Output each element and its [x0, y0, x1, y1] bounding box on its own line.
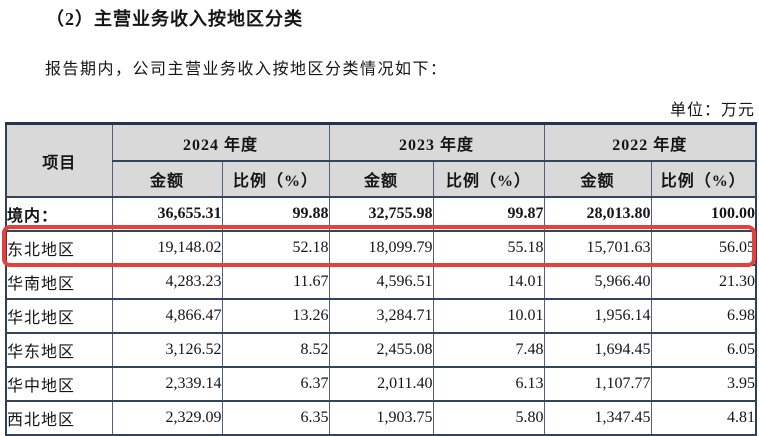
row-label: 东北地区	[5, 230, 113, 266]
row-label: 华南地区	[5, 264, 113, 300]
cell-ratio-2022: 100.00	[650, 196, 757, 232]
row-label: 华东地区	[5, 332, 113, 368]
col-header-amount-2023: 金额	[328, 160, 434, 198]
cell-amount-2024: 3,126.52	[111, 332, 223, 368]
cell-ratio-2023: 7.48	[432, 332, 545, 368]
cell-amount-2023: 1,903.75	[328, 400, 434, 436]
row-label: 华北地区	[5, 298, 113, 334]
cell-ratio-2024: 11.67	[221, 264, 330, 300]
col-header-year-2023: 2023 年度	[328, 122, 545, 162]
table-row-north-china: 华北地区 4,866.47 13.26 3,284.71 10.01 1,956…	[5, 298, 757, 334]
cell-amount-2024: 19,148.02	[111, 230, 223, 266]
unit-label: 单位：万元	[669, 102, 755, 119]
cell-amount-2022: 5,966.40	[543, 264, 652, 300]
table-row-domestic: 境内： 36,655.31 99.88 32,755.98 99.87 28,0…	[5, 196, 757, 232]
col-header-ratio-2024: 比例（%）	[221, 160, 330, 198]
cell-amount-2024: 2,339.14	[111, 366, 223, 402]
cell-ratio-2022: 6.05	[650, 332, 757, 368]
col-header-amount-2022: 金额	[543, 160, 652, 198]
row-label: 境内：	[5, 196, 113, 232]
cell-ratio-2024: 6.37	[221, 366, 330, 402]
row-label: 华中地区	[5, 366, 113, 402]
section-title: （2）主营业务收入按地区分类	[46, 9, 303, 29]
cell-ratio-2023: 55.18	[432, 230, 545, 266]
cell-ratio-2022: 56.05	[650, 230, 757, 266]
cell-amount-2023: 2,011.40	[328, 366, 434, 402]
intro-text: 报告期内，公司主营业务收入按地区分类情况如下：	[45, 61, 448, 78]
cell-ratio-2022: 3.95	[650, 366, 757, 402]
cell-amount-2023: 32,755.98	[328, 196, 434, 232]
cell-ratio-2022: 4.81	[650, 400, 757, 436]
cell-amount-2023: 4,596.51	[328, 264, 434, 300]
cell-ratio-2022: 6.98	[650, 298, 757, 334]
cell-ratio-2024: 99.88	[221, 196, 330, 232]
cell-ratio-2024: 13.26	[221, 298, 330, 334]
region-revenue-table: 项目 2024 年度 2023 年度 2022 年度 金额 比例（%） 金额 比…	[5, 122, 758, 436]
cell-ratio-2023: 99.87	[432, 196, 545, 232]
cell-amount-2022: 1,694.45	[543, 332, 652, 368]
cell-ratio-2024: 6.35	[221, 400, 330, 436]
cell-amount-2022: 28,013.80	[543, 196, 652, 232]
cell-amount-2024: 2,329.09	[111, 400, 223, 436]
col-header-ratio-2022: 比例（%）	[650, 160, 757, 198]
cell-ratio-2023: 14.01	[432, 264, 545, 300]
cell-amount-2024: 4,866.47	[111, 298, 223, 334]
cell-ratio-2023: 10.01	[432, 298, 545, 334]
cell-amount-2023: 18,099.79	[328, 230, 434, 266]
cell-ratio-2022: 21.30	[650, 264, 757, 300]
col-header-year-2022: 2022 年度	[543, 122, 757, 162]
cell-amount-2023: 3,284.71	[328, 298, 434, 334]
table-row-central-china: 华中地区 2,339.14 6.37 2,011.40 6.13 1,107.7…	[5, 366, 757, 402]
table-row-northeast-highlighted: 东北地区 19,148.02 52.18 18,099.79 55.18 15,…	[5, 230, 757, 266]
cell-ratio-2023: 5.80	[432, 400, 545, 436]
col-header-item: 项目	[5, 122, 113, 198]
cell-amount-2023: 2,455.08	[328, 332, 434, 368]
row-label: 西北地区	[5, 400, 113, 436]
region-revenue-table-wrap: 项目 2024 年度 2023 年度 2022 年度 金额 比例（%） 金额 比…	[2, 122, 758, 436]
header-row-subcolumns: 金额 比例（%） 金额 比例（%） 金额 比例（%）	[6, 160, 757, 198]
cell-amount-2022: 1,956.14	[543, 298, 652, 334]
header-row-years: 项目 2024 年度 2023 年度 2022 年度	[5, 122, 757, 198]
cell-ratio-2023: 6.13	[432, 366, 545, 402]
col-header-ratio-2023: 比例（%）	[432, 160, 545, 198]
cell-ratio-2024: 52.18	[221, 230, 330, 266]
cell-amount-2024: 36,655.31	[111, 196, 223, 232]
cell-amount-2022: 1,347.45	[543, 400, 652, 436]
cell-amount-2022: 15,701.63	[543, 230, 652, 266]
col-header-amount-2024: 金额	[111, 160, 223, 198]
col-header-year-2024: 2024 年度	[111, 122, 330, 162]
cell-amount-2024: 4,283.23	[111, 264, 223, 300]
table-row-south-china: 华南地区 4,283.23 11.67 4,596.51 14.01 5,966…	[5, 264, 757, 300]
table-row-northwest: 西北地区 2,329.09 6.35 1,903.75 5.80 1,347.4…	[5, 400, 757, 436]
cell-amount-2022: 1,107.77	[543, 366, 652, 402]
cell-ratio-2024: 8.52	[221, 332, 330, 368]
table-row-east-china: 华东地区 3,126.52 8.52 2,455.08 7.48 1,694.4…	[5, 332, 757, 368]
